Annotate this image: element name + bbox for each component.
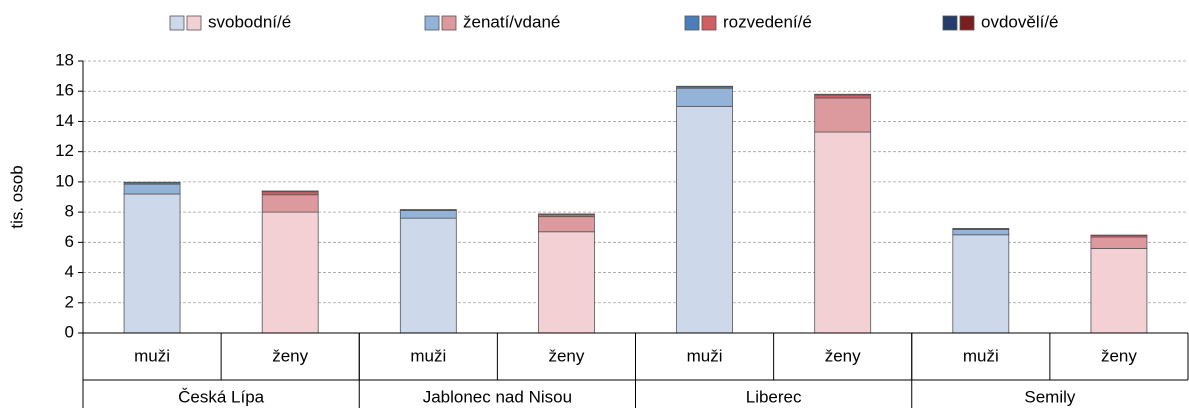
bar-segment (399, 217, 457, 334)
x-tick-label: muži (410, 346, 446, 365)
bar-segment (1090, 236, 1148, 249)
y-tick-label: 16 (55, 81, 74, 100)
bar-segment (1090, 247, 1148, 334)
group-label: Česká Lípa (178, 387, 265, 406)
bar-segment (261, 211, 319, 334)
bar-segment (538, 231, 595, 334)
legend-swatch (942, 15, 958, 31)
y-tick-label: 0 (65, 322, 74, 341)
legend-label: ovdovělí/é (981, 12, 1059, 31)
legend-swatch (684, 15, 700, 31)
x-tick-label: muži (687, 346, 723, 365)
y-tick-label: 6 (65, 232, 74, 251)
bar-segment (814, 97, 872, 133)
group-label: Semily (1024, 387, 1076, 406)
bar-segment (261, 194, 319, 213)
legend-swatch (441, 15, 457, 31)
x-tick-label: ženy (1101, 346, 1137, 365)
legend-swatch (424, 15, 440, 31)
bar-segment (538, 216, 595, 233)
y-tick-label: 4 (65, 262, 74, 281)
legend-label: rozvedení/é (723, 12, 812, 31)
x-tick-label: muži (963, 346, 999, 365)
bar-segment (676, 105, 733, 334)
bar-segment (123, 193, 181, 334)
y-tick-label: 18 (55, 50, 74, 69)
x-tick-label: muži (134, 346, 170, 365)
y-tick-label: 14 (55, 111, 74, 130)
legend-swatch (701, 15, 717, 31)
y-tick-label: 2 (65, 292, 74, 311)
x-tick-label: ženy (825, 346, 861, 365)
legend-label: ženatí/vdané (463, 12, 560, 31)
bar-segment (261, 190, 319, 193)
bar-segment (399, 210, 457, 219)
bar-segment (261, 191, 319, 196)
legend-label: svobodní/é (208, 12, 291, 31)
legend-swatch (959, 15, 975, 31)
y-tick-label: 10 (55, 171, 74, 190)
x-tick-label: ženy (548, 346, 584, 365)
y-tick-label: 12 (55, 141, 74, 160)
bar-segment (814, 94, 872, 99)
bar-segment (952, 234, 1010, 334)
x-tick-label: ženy (272, 346, 308, 365)
y-axis-label: tis. osob (7, 165, 26, 228)
bar-segment (952, 229, 1010, 236)
y-tick-label: 8 (65, 202, 74, 221)
legend-swatch (186, 15, 202, 31)
bar-segment (814, 93, 872, 96)
group-label: Liberec (746, 387, 802, 406)
bar-segment (814, 131, 872, 334)
bar-segment (123, 183, 181, 195)
group-label: Jablonec nad Nisou (423, 387, 572, 406)
bar-segment (676, 87, 733, 107)
legend-swatch (169, 15, 185, 31)
